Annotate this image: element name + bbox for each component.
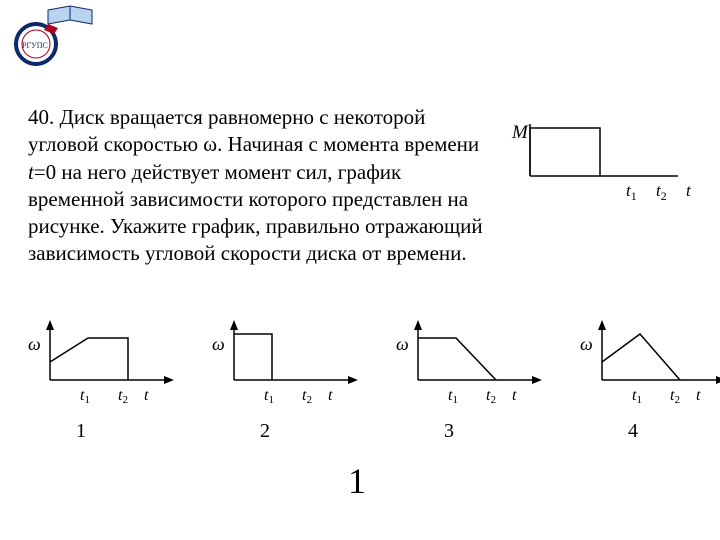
option-2-number: 2: [260, 420, 270, 443]
q-body2: =0 на него действует момент сил, график …: [28, 160, 483, 266]
question-text: 40. Диск вращается равномерно с некоторо…: [28, 104, 488, 268]
option-1-number: 1: [76, 420, 86, 443]
opt3-t: t: [512, 387, 517, 404]
opt1-t: t: [144, 387, 149, 404]
opt2-t: t: [328, 387, 333, 404]
m-t-label: t: [686, 181, 692, 200]
option-2: ω t1 t2 t 2: [204, 320, 362, 440]
svg-text:t2: t2: [670, 387, 680, 406]
option-4-number: 4: [628, 420, 638, 443]
slide-page-number: 1: [348, 460, 366, 502]
q-number: 40.: [28, 105, 54, 129]
options-row: ω t1 t2 t 1 ω t1 t2 t 2 ω t1: [20, 320, 720, 440]
svg-text:t2: t2: [486, 387, 496, 406]
svg-text:t2: t2: [302, 387, 312, 406]
svg-text:t1: t1: [80, 387, 90, 406]
option-3-number: 3: [444, 420, 454, 443]
opt3-omega: ω: [396, 334, 409, 354]
option-1: ω t1 t2 t 1: [20, 320, 178, 440]
m-t2-label: t2: [656, 181, 667, 203]
svg-text:t1: t1: [632, 387, 642, 406]
opt1-omega: ω: [28, 334, 41, 354]
m-t1-label: t1: [626, 181, 637, 203]
m-graph: M t1 t2 t: [508, 116, 698, 221]
logo-text: РГУПС: [22, 41, 48, 50]
q-body1: Диск вращается равномерно с некоторой уг…: [28, 105, 479, 156]
option-3: ω t1 t2 t 3: [388, 320, 546, 440]
opt4-t: t: [696, 387, 701, 404]
m-label: M: [511, 122, 529, 143]
option-4: ω t1 t2 t 4: [572, 320, 720, 440]
opt4-omega: ω: [580, 334, 593, 354]
svg-text:t2: t2: [118, 387, 128, 406]
svg-text:t1: t1: [448, 387, 458, 406]
logo: РГУПС: [8, 4, 94, 68]
svg-text:t1: t1: [264, 387, 274, 406]
opt2-omega: ω: [212, 334, 225, 354]
